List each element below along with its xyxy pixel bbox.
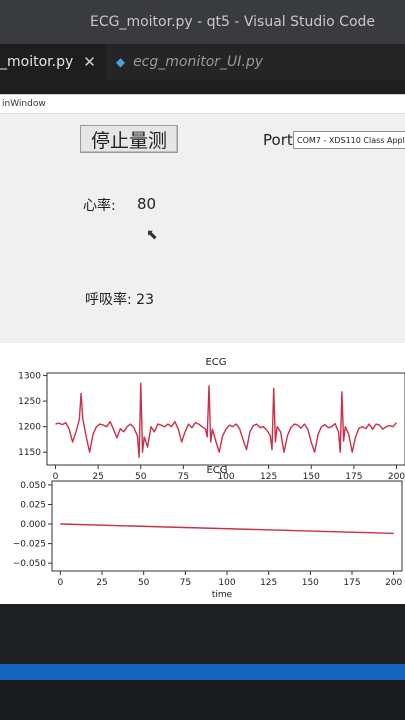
respiration-rate: 呼吸率: 23 (85, 292, 154, 308)
x-tick-label: 0 (53, 472, 59, 482)
plot-area: ECG 0 25 50 75 100 125 150 175 200 1300 1250 1200 115… (0, 343, 405, 605)
port-select[interactable]: COM7 - XDS110 Class Application/U (293, 131, 405, 149)
x-tick-label: 25 (96, 578, 107, 588)
x-tick-label: 100 (217, 472, 234, 482)
x-axis-label: time (212, 590, 233, 600)
bottom-dark-area (0, 604, 405, 664)
app-title: inWindow (2, 99, 46, 109)
x-tick-label: 50 (135, 472, 147, 482)
y-tick-label: 1150 (18, 448, 41, 458)
x-tick-label: 150 (302, 578, 319, 588)
stop-measure-button[interactable]: 停止量测 (80, 125, 178, 153)
x-tick-label: 100 (218, 578, 235, 588)
python-file-icon: ◆ (115, 55, 126, 69)
x-tick-label: 0 (57, 578, 63, 588)
x-tick-label: 150 (303, 472, 320, 482)
ecg-series-line (60, 523, 394, 535)
y-tick-label: −0.025 (13, 540, 46, 550)
heart-rate-value: 80 (137, 195, 157, 213)
chart-title: ECG (206, 465, 227, 476)
close-icon[interactable]: ✕ (83, 53, 96, 71)
x-tick-label: 125 (260, 472, 277, 482)
y-tick-label: 1300 (18, 372, 41, 382)
window-title: ECG_moitor.py - qt5 - Visual Studio Code (89, 14, 376, 30)
mouse-cursor-icon: ⬉ (146, 227, 158, 243)
chart-frame (46, 372, 405, 466)
status-bar (0, 664, 405, 680)
y-tick-label: 0.025 (20, 500, 46, 510)
tab-ecg-moitor[interactable]: _moitor.py ✕ (0, 44, 106, 80)
ecg-series-line (55, 382, 398, 459)
y-tick-label: −0.050 (13, 559, 47, 569)
x-tick-label: 75 (178, 472, 189, 482)
y-tick-label: 1250 (18, 397, 41, 407)
x-tick-label: 125 (260, 578, 277, 588)
x-tick-label: 175 (345, 472, 362, 482)
editor-strip (0, 80, 405, 94)
x-tick-label: 200 (385, 578, 402, 588)
y-tick-label: 1200 (18, 423, 41, 433)
chart-frame (51, 480, 403, 572)
port-label: Port (263, 131, 293, 149)
editor-tab-bar: _moitor.py ✕ ◆ ecg_monitor_UI.py (0, 44, 405, 80)
bottom-edge (0, 680, 405, 720)
x-tick-label: 200 (388, 472, 405, 482)
tab-label: ecg_monitor_UI.py (133, 54, 264, 70)
y-tick-label: 0.000 (20, 520, 46, 530)
x-tick-label: 175 (343, 578, 360, 588)
tab-ecg-monitor-ui[interactable]: ◆ ecg_monitor_UI.py (106, 44, 273, 80)
app-titlebar: inWindow (0, 95, 405, 114)
x-tick-label: 75 (180, 578, 191, 588)
x-tick-label: 25 (92, 472, 103, 482)
tab-label: _moitor.py (0, 54, 74, 70)
window-titlebar: ECG_moitor.py - qt5 - Visual Studio Code (0, 0, 405, 44)
app-window: inWindow 停止量测 Port COM7 - XDS110 Class A… (0, 94, 405, 605)
x-tick-label: 50 (138, 578, 150, 588)
chart-title: ECG (205, 357, 226, 368)
y-tick-label: 0.050 (20, 481, 46, 491)
heart-rate-label: 心率: (83, 198, 116, 214)
